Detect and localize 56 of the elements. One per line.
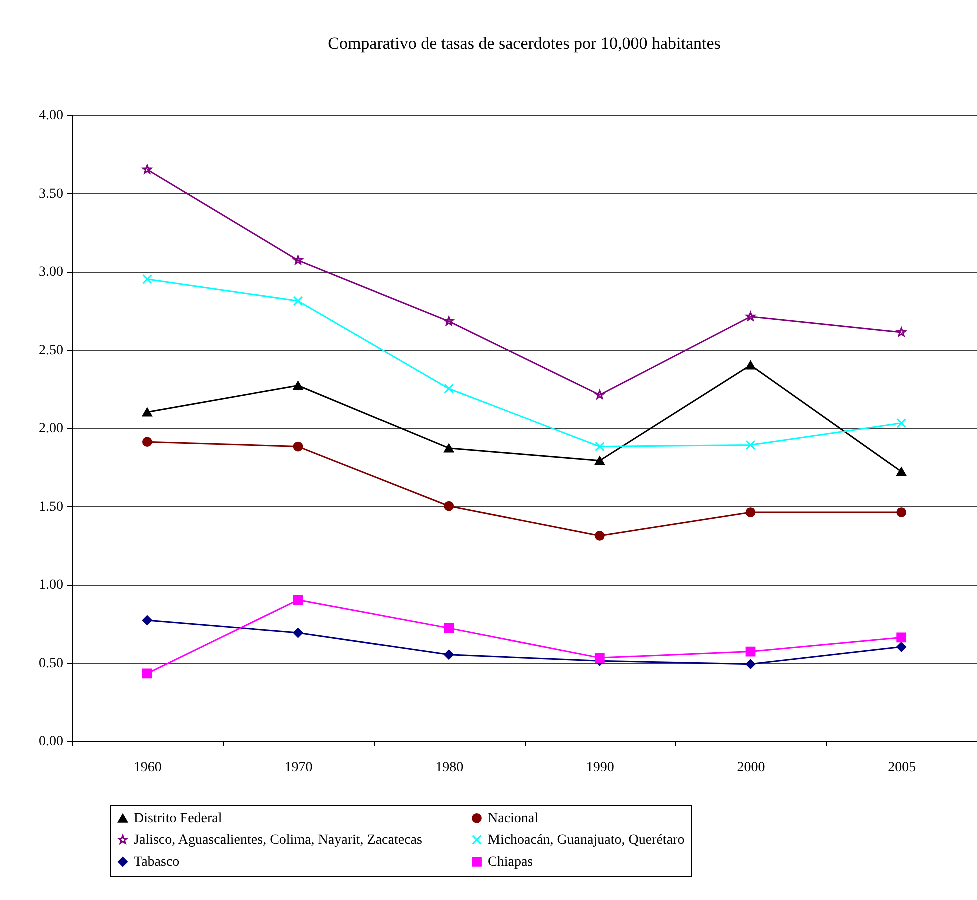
y-tick-label: 2.00 <box>39 422 64 436</box>
point <box>594 456 605 466</box>
point <box>293 381 304 390</box>
x-tick-label: 1960 <box>134 760 162 776</box>
y-tick-label: 3.00 <box>39 265 64 280</box>
point <box>746 440 756 450</box>
point <box>896 642 907 652</box>
x-tick-label: 2000 <box>737 760 766 776</box>
point <box>896 418 907 428</box>
point <box>896 632 907 643</box>
point <box>746 659 756 670</box>
point <box>594 531 605 541</box>
point <box>293 595 304 606</box>
x-tick-label: 1980 <box>436 760 464 776</box>
legend-label: Nacional <box>488 811 539 826</box>
point <box>293 442 304 452</box>
point <box>142 164 152 174</box>
point <box>896 467 907 476</box>
x-tick-label: 2005 <box>888 760 916 776</box>
point <box>142 668 152 679</box>
y-tick-label: 1.50 <box>39 500 64 515</box>
point <box>746 312 756 322</box>
point <box>293 628 304 638</box>
point <box>746 646 756 657</box>
chart-title: Comparativo de tasas de sacerdotes por 10,000 habitantes <box>328 34 721 53</box>
y-tick-label: 0.00 <box>39 734 64 750</box>
legend-label: Michoacán, Guanajuato, Querétaro <box>488 833 685 848</box>
y-tick-label: 1.00 <box>39 578 64 593</box>
point <box>594 653 605 663</box>
point <box>444 623 454 634</box>
y-tick-label: 0.50 <box>39 656 64 672</box>
y-tick-label: 3.50 <box>39 186 64 202</box>
point <box>594 442 605 452</box>
point <box>444 444 454 453</box>
point <box>896 328 906 337</box>
legend-label: Jalisco, Aguascalientes, Colima, Nayarit, Zacatecas <box>134 833 422 848</box>
legend-label: Distrito Federal <box>134 812 222 826</box>
legend-label: Chiapas <box>488 855 534 870</box>
x-tick-label: 1970 <box>284 760 313 776</box>
y-tick-label: 2.50 <box>39 343 64 358</box>
point <box>896 508 907 518</box>
point <box>444 501 454 512</box>
point <box>746 508 756 518</box>
y-tick-label: 4.00 <box>39 108 64 124</box>
point <box>142 616 152 626</box>
point <box>444 316 454 326</box>
point <box>142 408 152 417</box>
point <box>293 296 304 306</box>
point <box>444 650 454 660</box>
point <box>142 437 152 448</box>
point <box>746 361 756 370</box>
legend-label: Tabasco <box>134 855 180 870</box>
point <box>142 274 152 284</box>
point <box>595 390 605 400</box>
x-tick-label: 1990 <box>586 760 614 776</box>
point <box>444 384 454 394</box>
